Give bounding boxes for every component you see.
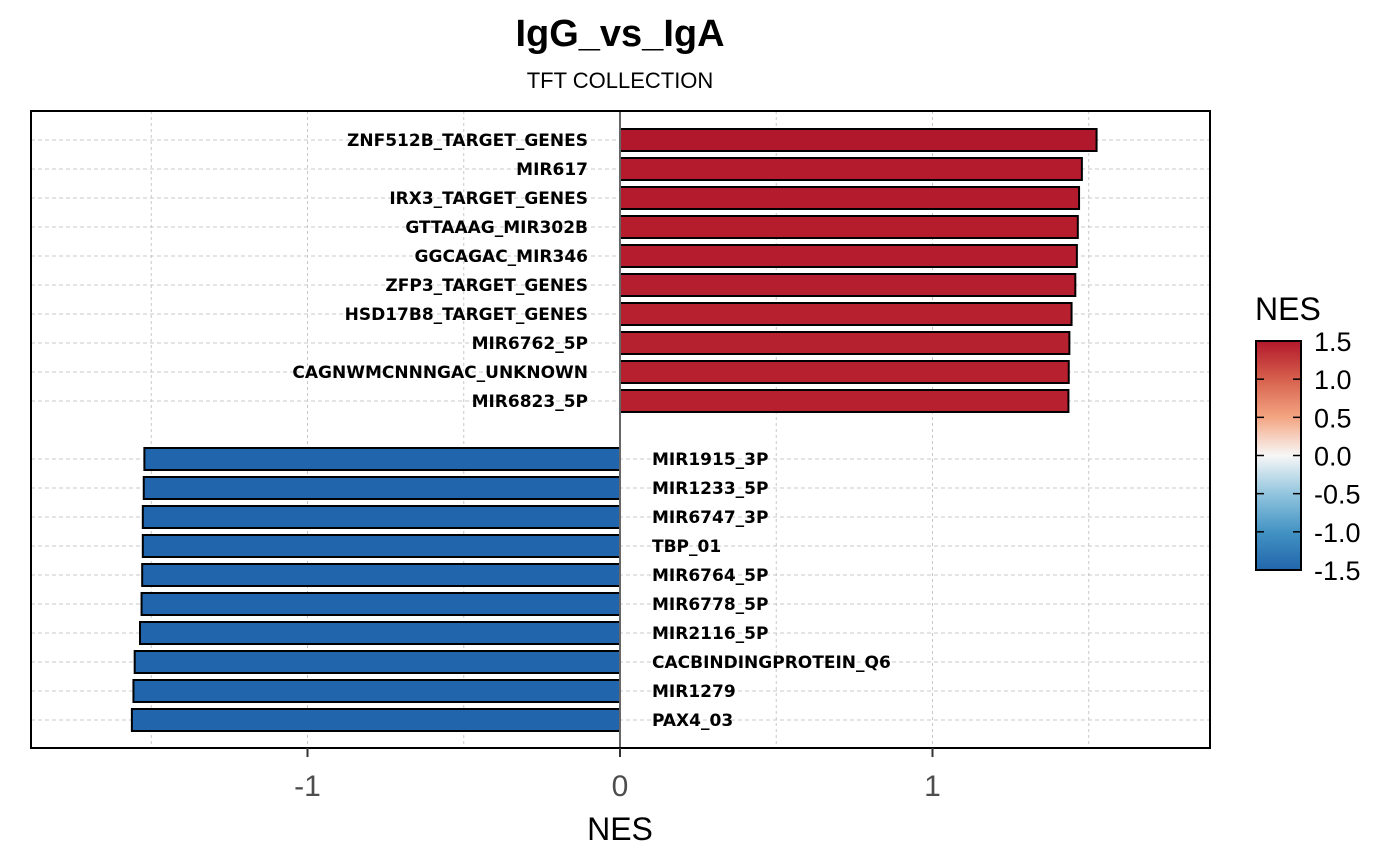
bar-label: MIR1233_5P bbox=[652, 479, 768, 499]
bar-labels: ZNF512B_TARGET_GENES MIR617 IRX3_TARGET_GE… bbox=[292, 131, 890, 731]
bar-mir1279 bbox=[132, 679, 621, 703]
bar-label: ZFP3_TARGET_GENES bbox=[385, 276, 588, 296]
colorbar-tick-label: 1.5 bbox=[1314, 327, 1352, 357]
bar-gttaaag_mir302b bbox=[619, 215, 1079, 239]
bar-mir617 bbox=[619, 157, 1083, 181]
bar-label: MIR2116_5P bbox=[652, 624, 768, 644]
x-axis: -1 0 1 bbox=[294, 748, 941, 803]
bar-zfp3_target_genes bbox=[619, 273, 1077, 297]
bar-label: GTTAAAG_MIR302B bbox=[405, 218, 588, 238]
bar-irx3_target_genes bbox=[619, 186, 1081, 210]
x-axis-title: NES bbox=[587, 811, 653, 847]
colorbar-legend: NES 1.5 1.0 0.5 0.0 -0.5 -1.0 -1.5 bbox=[1255, 291, 1361, 586]
bar-hsd17b8_target_genes bbox=[619, 302, 1073, 326]
colorbar-tick-label: 1.0 bbox=[1314, 365, 1352, 395]
bar-mir6764_5p bbox=[141, 563, 621, 587]
colorbar-tick-label: -1.0 bbox=[1314, 518, 1361, 548]
bar-label: MIR6747_3P bbox=[652, 508, 768, 528]
bar-label: IRX3_TARGET_GENES bbox=[389, 189, 588, 209]
bar-label: PAX4_03 bbox=[652, 711, 733, 731]
bar-ggcagac_mir346 bbox=[619, 244, 1078, 268]
chart-title: IgG_vs_IgA bbox=[515, 13, 724, 55]
bar-mir6823_5p bbox=[619, 389, 1070, 413]
colorbar-tick-label: 0.0 bbox=[1314, 442, 1352, 472]
x-tick-label: 0 bbox=[612, 770, 629, 803]
bar-label: MIR6778_5P bbox=[652, 595, 768, 615]
bar-label: MIR6762_5P bbox=[472, 334, 588, 354]
bar-mir1233_5p bbox=[142, 476, 621, 500]
chart-subtitle: TFT COLLECTION bbox=[527, 68, 714, 93]
bar-label: MIR6764_5P bbox=[652, 566, 768, 586]
bar-label: MIR617 bbox=[516, 160, 588, 180]
bar-label: MIR1915_3P bbox=[652, 450, 768, 470]
bar-cagnwmcnnngac_unknown bbox=[619, 360, 1070, 384]
legend-title: NES bbox=[1255, 291, 1321, 327]
bar-label: MIR6823_5P bbox=[472, 392, 588, 412]
bar-mir6778_5p bbox=[140, 592, 621, 616]
bar-mir1915_3p bbox=[143, 447, 621, 471]
bar-label: TBP_01 bbox=[652, 537, 721, 557]
bar-label: ZNF512B_TARGET_GENES bbox=[347, 131, 588, 151]
bars bbox=[130, 128, 1098, 732]
bar-mir6747_3p bbox=[141, 505, 621, 529]
colorbar-ticks: 1.5 1.0 0.5 0.0 -0.5 -1.0 -1.5 bbox=[1256, 327, 1361, 586]
colorbar-tick-label: -0.5 bbox=[1314, 480, 1361, 510]
x-tick-label: -1 bbox=[294, 770, 321, 803]
bar-tbp_01 bbox=[141, 534, 621, 558]
x-tick-label: 1 bbox=[924, 770, 941, 803]
bar-cacbindingprotein_q6 bbox=[133, 650, 621, 674]
bar-label: MIR1279 bbox=[652, 682, 736, 702]
bar-label: GGCAGAC_MIR346 bbox=[415, 247, 588, 267]
bar-pax4_03 bbox=[130, 708, 621, 732]
bar-label: CAGNWMCNNNGAC_UNKNOWN bbox=[292, 363, 588, 383]
bar-mir2116_5p bbox=[139, 621, 621, 645]
colorbar-tick-label: -1.5 bbox=[1314, 556, 1361, 586]
bar-mir6762_5p bbox=[619, 331, 1071, 355]
bar-label: HSD17B8_TARGET_GENES bbox=[345, 305, 588, 325]
bar-label: CACBINDINGPROTEIN_Q6 bbox=[652, 653, 891, 673]
bar-znf512b_target_genes bbox=[619, 128, 1098, 152]
colorbar-tick-label: 0.5 bbox=[1314, 403, 1352, 433]
